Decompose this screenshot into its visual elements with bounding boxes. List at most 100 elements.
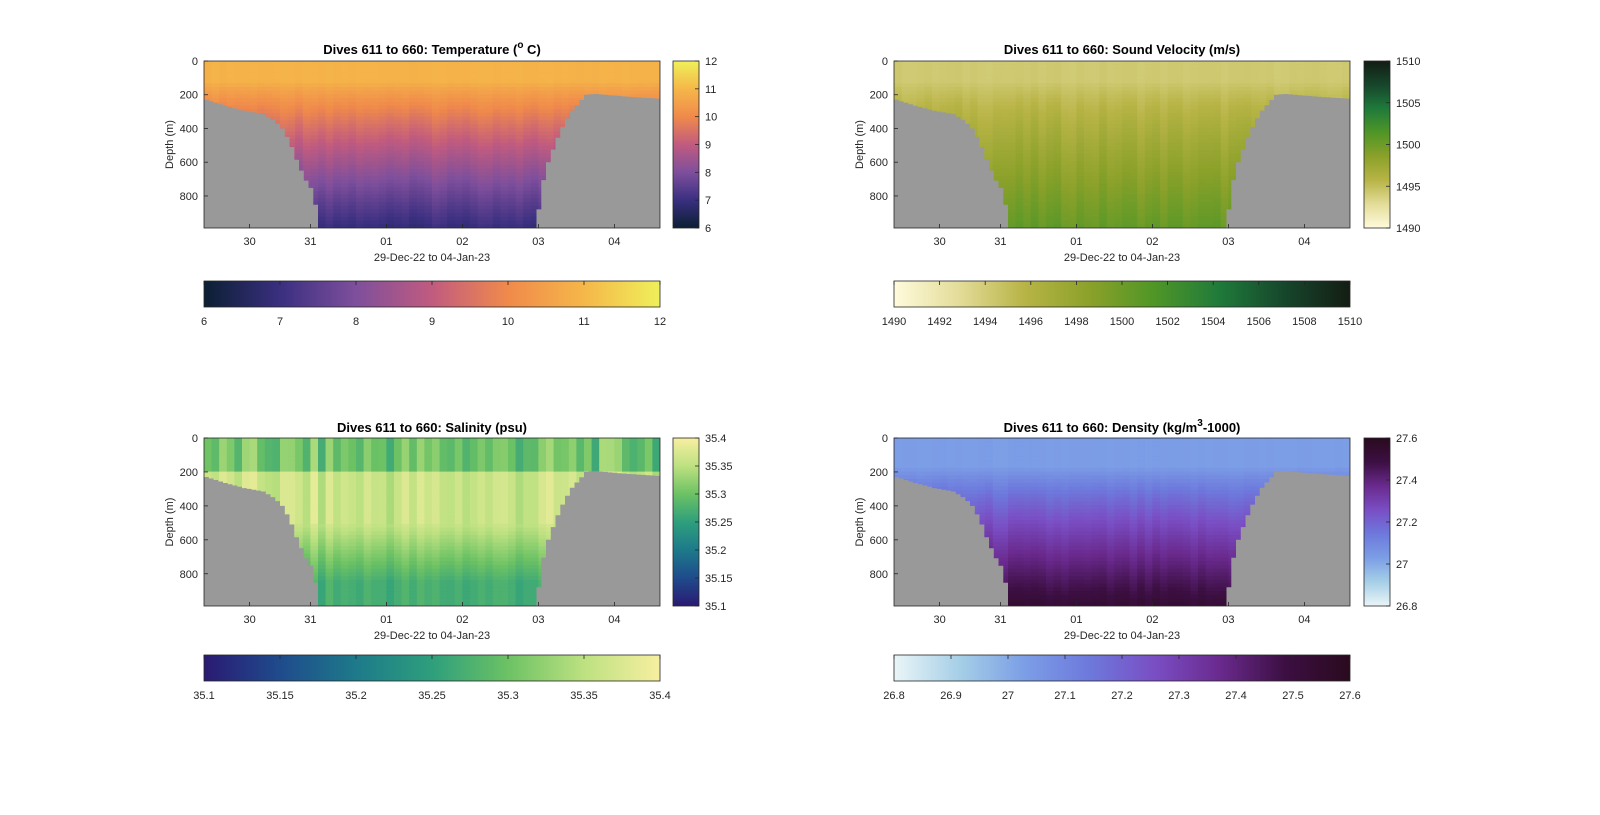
heatmap-cell [546, 94, 555, 99]
heatmap-cell [1205, 109, 1214, 114]
heatmap-cell [1106, 161, 1115, 166]
heatmap-cell [515, 161, 524, 166]
heatmap-cell [1190, 216, 1199, 222]
heatmap-cell [1076, 209, 1085, 214]
heatmap-cell [1122, 138, 1131, 144]
heatmap-cell [1137, 75, 1146, 81]
heatmap-cell [432, 176, 441, 181]
heatmap-cell [211, 72, 220, 77]
heatmap-cell [394, 101, 403, 107]
heatmap-cell [901, 68, 910, 73]
heatmap-cell [1167, 198, 1176, 203]
heatmap-cell [985, 153, 994, 159]
heatmap-cell [1015, 98, 1024, 103]
heatmap-cell [1152, 98, 1161, 103]
heatmap-cell [1160, 224, 1169, 228]
heatmap-cell [992, 64, 1001, 70]
heatmap-cell [1205, 209, 1214, 214]
heatmap-cell [485, 98, 494, 103]
heatmap-cell [1099, 220, 1108, 225]
heatmap-cell [1144, 205, 1153, 211]
heatmap-cell [401, 205, 410, 211]
heatmap-cell [1198, 202, 1207, 207]
heatmap-cell [1091, 124, 1100, 129]
heatmap-cell [500, 120, 509, 125]
heatmap-cell [302, 101, 311, 107]
heatmap-cell [1015, 135, 1024, 140]
heatmap-cell [264, 112, 273, 118]
heatmap-cell [470, 68, 479, 73]
heatmap-cell [302, 124, 311, 129]
heatmap-cell [568, 61, 577, 66]
heatmap-cell [1030, 202, 1039, 207]
heatmap-cell [591, 90, 600, 95]
heatmap-cell [916, 86, 925, 92]
heatmap-cell [257, 109, 266, 114]
heatmap-cell [924, 68, 933, 73]
heatmap-cell [1030, 64, 1039, 70]
heatmap-cell [325, 205, 334, 211]
heatmap-cell [1076, 190, 1085, 196]
heatmap-cell [1137, 183, 1146, 188]
heatmap-cell [1068, 213, 1077, 218]
heatmap-cell [340, 112, 349, 118]
heatmap-cell [416, 127, 425, 133]
heatmap-cell [1160, 127, 1169, 133]
heatmap-cell [363, 120, 372, 125]
heatmap-cell [500, 138, 509, 144]
heatmap-cell [394, 135, 403, 140]
heatmap-cell [954, 112, 963, 118]
heatmap-cell [894, 83, 903, 88]
heatmap-cell [1137, 176, 1146, 181]
heatmap-cell [1053, 112, 1062, 118]
heatmap-cell [394, 213, 403, 218]
heatmap-cell [1076, 68, 1085, 73]
side-colorbar-label: 10 [705, 112, 717, 124]
heatmap-cell [1068, 205, 1077, 211]
heatmap-cell [614, 86, 623, 92]
heatmap-cell [1122, 164, 1131, 170]
heatmap-cell [485, 68, 494, 73]
heatmap-cell [416, 83, 425, 88]
heatmap-cell [508, 61, 517, 66]
heatmap-cell [492, 164, 501, 170]
heatmap-cell [1122, 198, 1131, 203]
heatmap-cell [318, 120, 327, 125]
heatmap-cell [1243, 94, 1252, 99]
heatmap-cell [1038, 220, 1047, 225]
heatmap-cell [1152, 183, 1161, 188]
heatmap-cell [962, 94, 971, 99]
heatmap-cell [325, 90, 334, 95]
heatmap-cell [310, 124, 319, 129]
heatmap-cell [485, 224, 494, 228]
heatmap-cell [447, 216, 456, 222]
heatmap-cell [485, 116, 494, 121]
heatmap-cell [939, 109, 948, 114]
heatmap-cell [1152, 142, 1161, 147]
heatmap-cell [287, 61, 296, 66]
heatmap-cell [1236, 75, 1245, 81]
heatmap-cell [447, 146, 456, 151]
heatmap-cell [454, 157, 463, 162]
heatmap-cell [485, 209, 494, 214]
heatmap-cell [1106, 179, 1115, 185]
heatmap-cell [1046, 187, 1055, 192]
heatmap-cell [1023, 124, 1032, 129]
heatmap-cell [1167, 131, 1176, 136]
heatmap-cell [401, 101, 410, 107]
heatmap-cell [310, 112, 319, 118]
heatmap-cell [348, 172, 357, 177]
heatmap-cell [470, 224, 479, 228]
heatmap-cell [1167, 98, 1176, 103]
heatmap-cell [356, 146, 365, 151]
heatmap-cell [378, 90, 387, 95]
heatmap-cell [606, 90, 615, 95]
heatmap-cell [1099, 213, 1108, 218]
heatmap-cell [1008, 213, 1017, 218]
heatmap-cell [432, 172, 441, 177]
heatmap-cell [622, 90, 631, 95]
heatmap-cell [1213, 194, 1222, 199]
heatmap-cell [523, 109, 532, 114]
heatmap-cell [325, 127, 334, 133]
heatmap-cell [1008, 176, 1017, 181]
